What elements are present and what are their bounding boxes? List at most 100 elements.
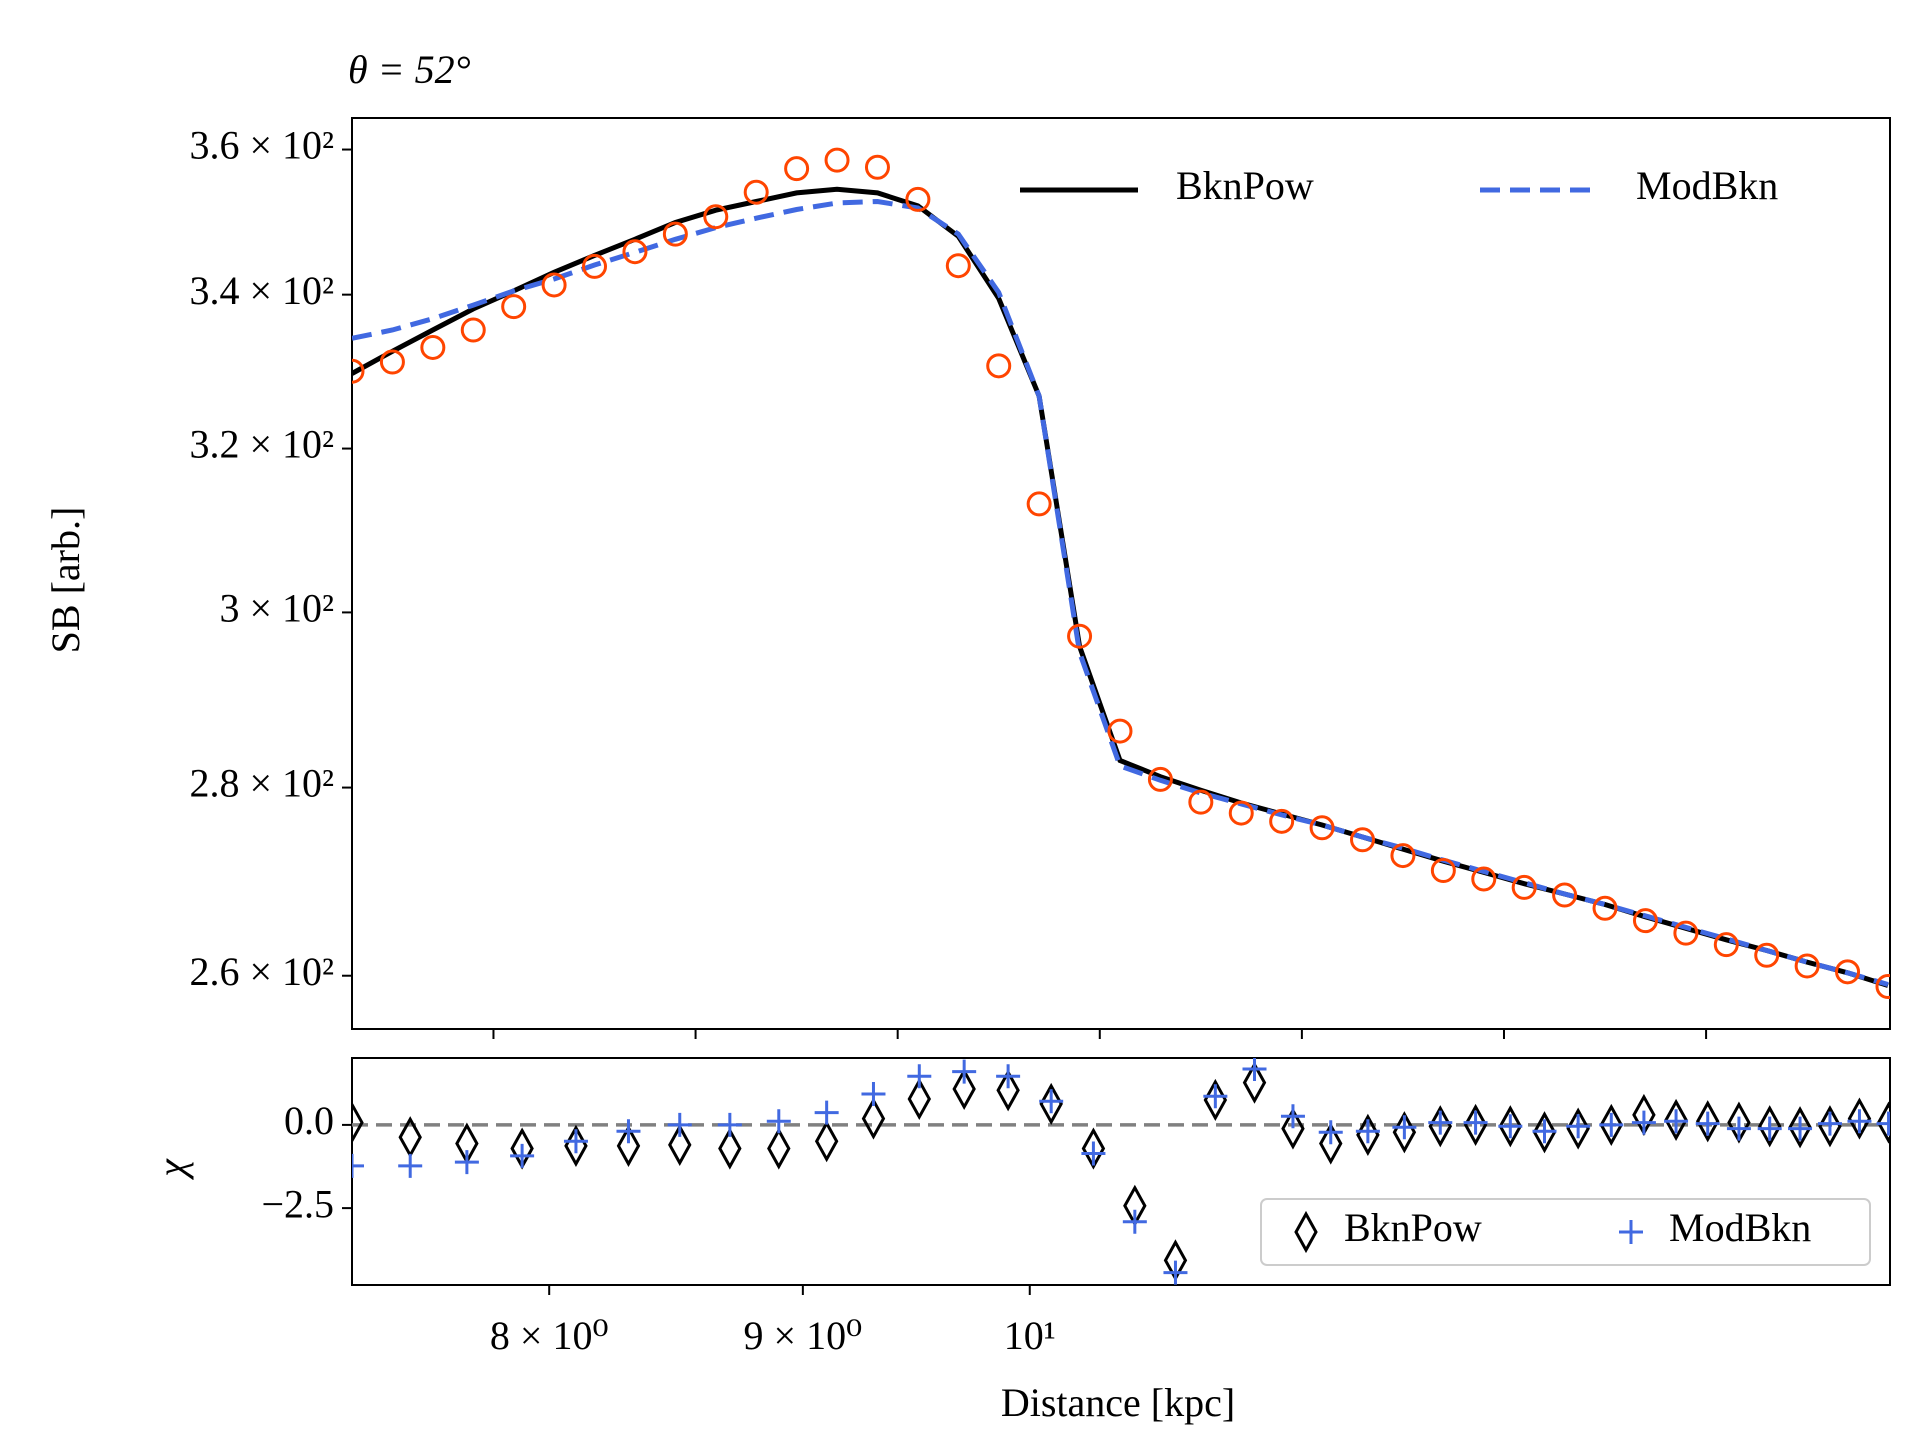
plus-marker: [1081, 1141, 1106, 1166]
y-tick-label: 3.6 × 10²: [189, 123, 334, 168]
data-point: [1067, 623, 1093, 649]
plus-marker: [1757, 1116, 1782, 1141]
plus-marker: [352, 1153, 364, 1178]
data-point: [1835, 959, 1861, 985]
plus-marker: [952, 1059, 977, 1084]
data-point: [501, 294, 527, 320]
plus-marker: [1242, 1058, 1267, 1081]
diamond-marker: [1428, 1105, 1452, 1148]
plus-marker: [1122, 1209, 1147, 1234]
data-point: [905, 186, 931, 212]
data-point: [1632, 908, 1658, 934]
data-point: [743, 179, 769, 205]
plus-marker: [814, 1100, 839, 1125]
plus-marker: [717, 1112, 742, 1137]
plus-marker: [563, 1129, 588, 1154]
data-point: [1390, 843, 1416, 869]
model-line: [352, 186, 1889, 988]
data-point: [541, 272, 567, 298]
diamond-marker: [1319, 1122, 1343, 1165]
plot-content: [352, 1058, 1890, 1285]
plus-marker: [454, 1150, 479, 1175]
data-point: [1107, 718, 1133, 744]
plus-marker: [1566, 1114, 1591, 1139]
plus-marker: [1280, 1104, 1305, 1129]
data-point: [622, 239, 648, 265]
legend-label: ModBkn: [1636, 163, 1778, 208]
diamond-marker: [1532, 1111, 1557, 1154]
diamond-marker: [1664, 1098, 1688, 1141]
plus-marker: [861, 1081, 886, 1106]
data-point: [1875, 973, 1890, 999]
diamond-marker: [1566, 1107, 1590, 1150]
data-point: [945, 253, 971, 279]
y-tick-label: 0.0: [284, 1098, 334, 1143]
y-tick-label: 2.6 × 10²: [189, 949, 334, 994]
plus-marker: [667, 1112, 692, 1137]
diamond-marker: [352, 1101, 364, 1144]
plot-area: 0.0 −2.5 8 × 10⁰ 9 × 10⁰ 10¹ BknPow ModBkn: [261, 1057, 1891, 1358]
data-point: [1794, 953, 1820, 979]
diamond-marker: [1281, 1107, 1305, 1150]
x-tick-label: 10¹: [1004, 1313, 1056, 1358]
diamond-marker: [1498, 1105, 1523, 1148]
x-tick-label: 8 × 10⁰: [490, 1313, 609, 1358]
plus-marker: [1726, 1116, 1751, 1141]
data-point: [1309, 815, 1335, 841]
diamond-marker: [616, 1124, 641, 1167]
plot-area: 2.6 × 10² 2.8 × 10² 3 × 10² 3.2 × 10² 3.4 × …: [189, 117, 1891, 1039]
plus-marker: [1039, 1089, 1064, 1114]
diamond-marker: [1294, 1210, 1318, 1254]
plus-marker: [1498, 1114, 1523, 1139]
plus-marker: [398, 1153, 423, 1178]
plus-marker: [1532, 1119, 1557, 1144]
diamond-marker: [814, 1120, 839, 1163]
plus-marker: [616, 1119, 641, 1144]
diamond-marker: [1356, 1113, 1380, 1156]
data-point: [460, 317, 486, 343]
diamond-marker: [1876, 1101, 1890, 1144]
y-axis-label: SB [arb.]: [43, 507, 88, 654]
data-point: [1269, 808, 1295, 834]
data-point: [1188, 789, 1214, 815]
diamond-marker: [1039, 1082, 1063, 1126]
plus-marker: [1355, 1119, 1380, 1144]
data-point: [864, 154, 890, 180]
axes-frame: [351, 117, 1891, 1030]
plot-content: [352, 147, 1890, 999]
diamond-marker: [907, 1077, 932, 1121]
y-tick-label: −2.5: [261, 1181, 334, 1226]
diamond-marker: [718, 1127, 742, 1170]
data-point: [703, 204, 729, 230]
diamond-marker: [1757, 1105, 1782, 1148]
chart-title: θ = 52°: [348, 47, 471, 92]
plus-marker: [1463, 1110, 1488, 1135]
data-point: [824, 147, 850, 173]
plus-marker: [1163, 1260, 1188, 1285]
diamond-marker: [996, 1069, 1020, 1112]
plus-marker: [1318, 1120, 1343, 1145]
legend-label: BknPow: [1176, 163, 1314, 208]
x-tick-label: 9 × 10⁰: [744, 1313, 863, 1358]
data-point: [1350, 827, 1376, 853]
y-tick-label: 3.4 × 10²: [189, 268, 334, 313]
x-axis-label: Distance [kpc]: [1001, 1380, 1235, 1425]
diamond-marker: [1818, 1105, 1842, 1148]
data-point: [582, 253, 608, 279]
legend-box: [1260, 1198, 1871, 1266]
y-axis-label: χ: [149, 1158, 194, 1181]
diamond-marker: [1847, 1097, 1872, 1140]
data-point: [352, 358, 365, 384]
diamond-marker: [1727, 1101, 1751, 1144]
data-point: [1592, 895, 1618, 921]
data-point: [1754, 942, 1780, 968]
y-tick-label: 3.2 × 10²: [189, 422, 334, 467]
data-point: [1471, 866, 1497, 892]
data-point: [1228, 800, 1254, 826]
diamond-marker: [1599, 1103, 1623, 1146]
diamond-marker: [1242, 1061, 1267, 1104]
data-point: [420, 334, 446, 360]
plus-marker: [1817, 1111, 1842, 1136]
diamond-marker: [767, 1127, 791, 1170]
